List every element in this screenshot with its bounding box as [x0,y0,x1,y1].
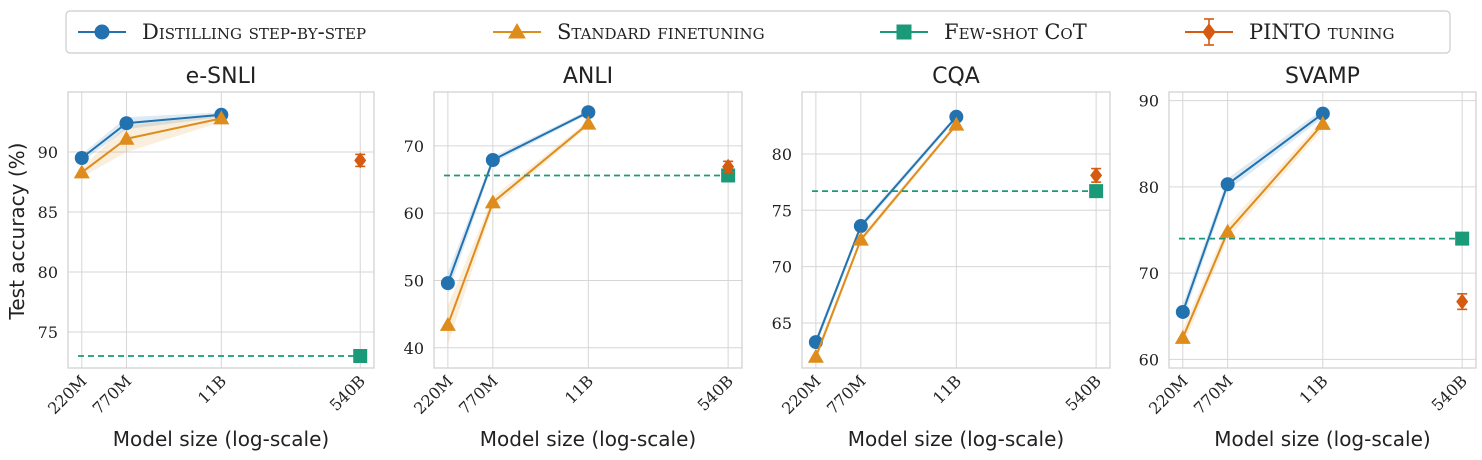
y-axis-label: Test accuracy (%) [5,143,29,321]
x-tick-label: 11B [194,371,230,407]
y-tick-label: 70 [1139,264,1159,283]
point-standard [948,116,965,131]
legend-marker-fewshot [896,24,912,40]
point-distilling [1315,106,1330,121]
point-distilling [1175,304,1190,319]
y-tick-label: 60 [1139,350,1159,369]
confidence-band-standard [1182,118,1323,347]
point-standard [1174,329,1191,344]
x-tick-label: 770M [455,371,502,418]
y-tick-label: 70 [404,137,424,156]
x-axis-label: Model size (log-scale) [848,427,1064,451]
x-tick-label: 220M [44,371,91,418]
y-tick-label: 60 [404,204,424,223]
y-tick-label: 90 [38,143,58,162]
legend-marker-standard [508,22,526,39]
point-distilling [485,152,500,167]
point-standard [213,110,230,125]
legend-label-fewshot: Few-shot CoT [944,20,1087,44]
point-fewshot [1455,231,1470,246]
point-pinto [1456,293,1469,310]
x-tick-label: 11B [929,371,965,407]
point-fewshot [1089,184,1104,199]
point-standard [1314,115,1331,130]
x-axis-label: Model size (log-scale) [113,427,329,451]
legend-label-distilling: Distilling step-by-step [142,20,366,44]
panel-title: CQA [932,64,980,89]
y-tick-label: 80 [38,263,58,282]
y-tick-label: 40 [404,339,424,358]
point-standard [807,348,824,363]
plot-frame [1168,91,1477,369]
point-standard [1219,223,1236,238]
point-distilling [440,276,455,291]
x-tick-label: 540B [694,371,737,414]
x-tick-label: 220M [1145,371,1192,418]
legend: Distilling step-by-step Standard finetun… [65,10,1451,54]
point-distilling [74,151,89,165]
y-tick-label: 50 [404,271,424,290]
legend-frame [65,10,1451,54]
legend-entry-fewshot: Few-shot CoT [880,20,1087,44]
x-tick-label: 11B [561,371,597,407]
point-distilling [119,116,134,131]
legend-entry-pinto: PINTO tuning [1185,18,1395,46]
x-tick-label: 220M [410,371,457,418]
y-tick-label: 90 [1139,92,1159,111]
point-pinto [722,158,735,175]
legend-entry-distilling: Distilling step-by-step [78,20,366,44]
y-tick-label: 75 [38,323,58,342]
point-standard [852,231,869,246]
point-standard [73,164,90,179]
x-axis-label: Model size (log-scale) [1214,427,1430,451]
x-tick-label: 770M [823,371,870,418]
point-fewshot [353,349,368,363]
x-axis-label: Model size (log-scale) [480,427,696,451]
confidence-band-standard [81,114,222,178]
y-tick-label: 85 [38,203,58,222]
legend-marker-distilling [94,24,110,40]
point-distilling [581,105,596,120]
point-pinto [354,152,367,169]
y-tick-label: 75 [772,201,792,220]
point-distilling [853,219,868,234]
y-tick-label: 80 [1139,178,1159,197]
panel-title: e-SNLI [186,64,257,89]
plot-frame [801,91,1111,369]
x-tick-label: 770M [1190,371,1237,418]
x-tick-label: 540B [1428,371,1471,414]
x-tick-label: 11B [1296,371,1332,407]
plot-frame [433,91,743,369]
x-tick-label: 770M [89,371,136,418]
x-tick-label: 540B [326,371,369,414]
legend-label-standard: Standard finetuning [557,20,765,44]
y-tick-label: 70 [772,258,792,277]
plot-frame [67,91,375,369]
point-standard [118,130,135,145]
legend-entry-standard: Standard finetuning [493,20,765,44]
point-standard [439,316,456,331]
y-tick-label: 65 [772,314,792,333]
y-tick-label: 80 [772,145,792,164]
point-distilling [1220,177,1235,192]
point-standard [580,115,597,130]
legend-label-pinto: PINTO tuning [1249,20,1395,44]
point-pinto [1090,167,1103,184]
x-tick-label: 540B [1062,371,1105,414]
legend-marker-pinto [1202,23,1216,41]
panel-title: SVAMP [1285,64,1360,89]
x-tick-label: 220M [778,371,825,418]
panel-title: ANLI [563,64,613,89]
point-standard [484,194,501,209]
